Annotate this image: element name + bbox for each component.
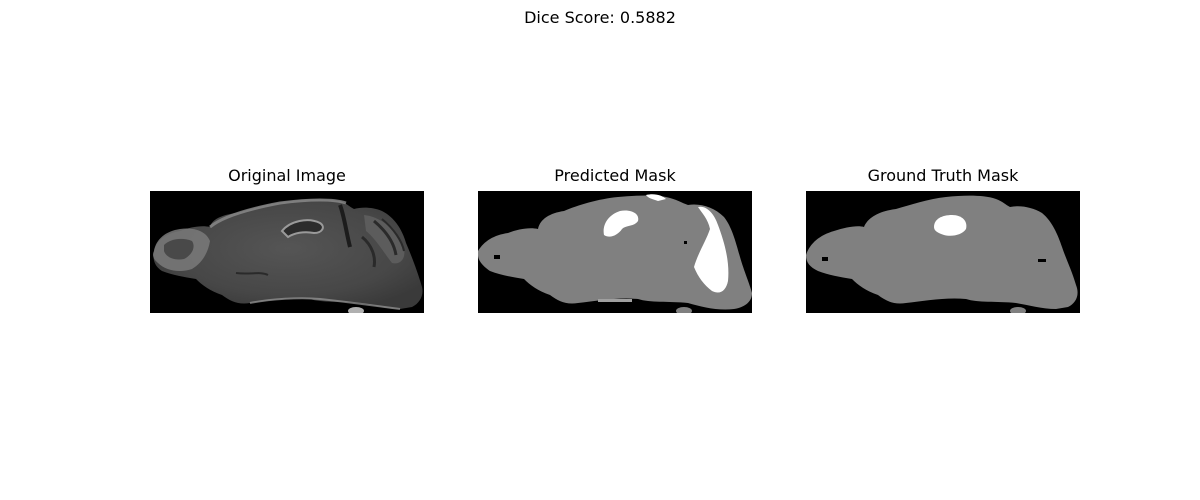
predicted-white-region-1: [603, 210, 639, 237]
original-tissue: [153, 199, 423, 309]
predicted-mask-svg: [478, 191, 752, 313]
panel-title-ground-truth: Ground Truth Mask: [867, 166, 1019, 185]
panel-title-predicted: Predicted Mask: [554, 166, 676, 185]
predicted-white-sliver: [646, 194, 666, 201]
small-blob: [348, 307, 364, 313]
cortex-edge: [209, 198, 347, 229]
cerebellum-fold-1: [373, 219, 398, 256]
ventral-edge: [249, 297, 401, 310]
ground-truth-tissue: [806, 195, 1078, 309]
notch-2: [684, 241, 687, 244]
predicted-tissue: [478, 195, 752, 310]
panel-original-image: Original Image: [150, 165, 424, 313]
figure-suptitle: Dice Score: 0.5882: [524, 8, 676, 27]
gt-bottom-blob: [1010, 307, 1026, 313]
cerebellum-fold-3: [361, 235, 376, 268]
bottom-blob: [676, 307, 692, 313]
panel-predicted-mask: Predicted Mask: [478, 165, 752, 313]
olfactory-inner: [164, 238, 194, 260]
original-mri-image: [150, 191, 424, 313]
ground-truth-white-region: [934, 215, 967, 236]
dark-streak: [235, 272, 269, 276]
gt-notch-1: [822, 257, 828, 261]
predicted-white-region-2: [694, 206, 729, 293]
hippocampus: [280, 219, 324, 239]
predicted-mask-image: [478, 191, 752, 313]
ventricle-line: [338, 204, 352, 248]
cerebellum-fold-2: [381, 218, 405, 252]
bottom-strip: [598, 299, 632, 302]
ground-truth-mask-svg: [806, 191, 1080, 313]
notch-1: [494, 255, 500, 259]
panel-ground-truth-mask: Ground Truth Mask: [806, 165, 1080, 313]
original-image-svg: [150, 191, 424, 313]
gt-notch-2: [1038, 259, 1046, 262]
panel-title-original: Original Image: [228, 166, 346, 185]
ground-truth-mask-image: [806, 191, 1080, 313]
